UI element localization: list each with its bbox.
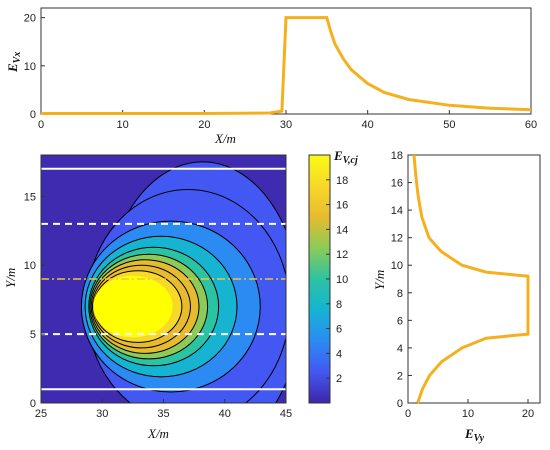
- colorbar-tick-label: 18: [336, 175, 348, 187]
- colorbar-label: EV,cj: [333, 148, 358, 166]
- top-series-line: [41, 16, 532, 115]
- heatmap-x-tick-label: 30: [96, 408, 108, 420]
- top-chart: 0 10 20 30 40 50 60 0 10 20 X/m EVx: [5, 7, 537, 146]
- right-y-tick-label: 12: [391, 233, 403, 245]
- heatmap-x-tick-label: 25: [35, 408, 47, 420]
- right-y-tick-label: 16: [391, 178, 403, 190]
- top-y-axis-label: EVx: [5, 52, 23, 73]
- top-x-tick-label: 50: [443, 119, 455, 131]
- right-y-tick-label: 6: [397, 315, 403, 327]
- right-y-tick-label: 2: [397, 370, 403, 382]
- top-x-tick-label: 30: [280, 119, 292, 131]
- right-chart: 0 10 20 0 2 4 6 8 10 12 14 16 18 EVy Y/m: [372, 150, 541, 444]
- top-x-tick-label: 10: [117, 119, 129, 131]
- right-x-tick-label: 20: [522, 408, 534, 420]
- right-y-axis-label: Y/m: [372, 270, 387, 290]
- colorbar-tick-label: 12: [336, 249, 348, 261]
- right-y-tick-label: 4: [397, 343, 403, 355]
- heatmap-y-tick-label: 0: [30, 398, 36, 410]
- colorbar: 2 4 6 8 10 12 14 16 18 EV,cj: [308, 148, 358, 404]
- right-y-tick-label: 18: [391, 150, 403, 162]
- heatmap-x-tick-label: 40: [219, 408, 231, 420]
- colorbar-tick-label: 6: [336, 324, 342, 336]
- top-x-tick-label: 20: [198, 119, 210, 131]
- heatmap-x-tick-label: 35: [157, 408, 169, 420]
- top-x-axis-label: X/m: [214, 131, 236, 146]
- colorbar-tick-label: 10: [336, 274, 348, 286]
- right-x-tick-label: 10: [462, 408, 474, 420]
- top-y-tick-label: 10: [24, 61, 36, 73]
- colorbar-tick-label: 4: [336, 348, 342, 360]
- colorbar-tick-label: 16: [336, 200, 348, 212]
- colorbar-tick-label: 14: [336, 224, 348, 236]
- heatmap-x-tick-label: 45: [280, 408, 292, 420]
- right-plot-area: [407, 154, 541, 404]
- right-y-tick-label: 0: [397, 398, 403, 410]
- top-x-tick-label: 0: [38, 119, 44, 131]
- colorbar-tick-label: 8: [336, 299, 342, 311]
- heatmap-y-tick-label: 5: [30, 329, 36, 341]
- top-y-tick-label: 0: [30, 109, 36, 121]
- heatmap-chart: 25 30 35 40 45 0 5 10 15 X/m Y/m: [3, 154, 292, 441]
- heatmap-y-tick-label: 10: [24, 260, 36, 272]
- top-y-tick-label: 20: [24, 13, 36, 25]
- hotspot-region: [93, 275, 173, 338]
- right-y-tick-label: 14: [391, 205, 403, 217]
- right-series-line: [412, 154, 530, 404]
- colorbar-tick-label: 2: [336, 373, 342, 385]
- top-x-tick-label: 60: [525, 119, 537, 131]
- right-y-tick-label: 8: [397, 288, 403, 300]
- right-x-axis-label: EVy: [464, 426, 485, 444]
- heatmap-x-axis-label: X/m: [147, 426, 169, 441]
- right-x-tick-label: 0: [405, 408, 411, 420]
- right-y-tick-label: 10: [391, 260, 403, 272]
- top-x-tick-label: 40: [362, 119, 374, 131]
- heatmap-y-tick-label: 15: [24, 191, 36, 203]
- heatmap-y-axis-label: Y/m: [3, 268, 18, 288]
